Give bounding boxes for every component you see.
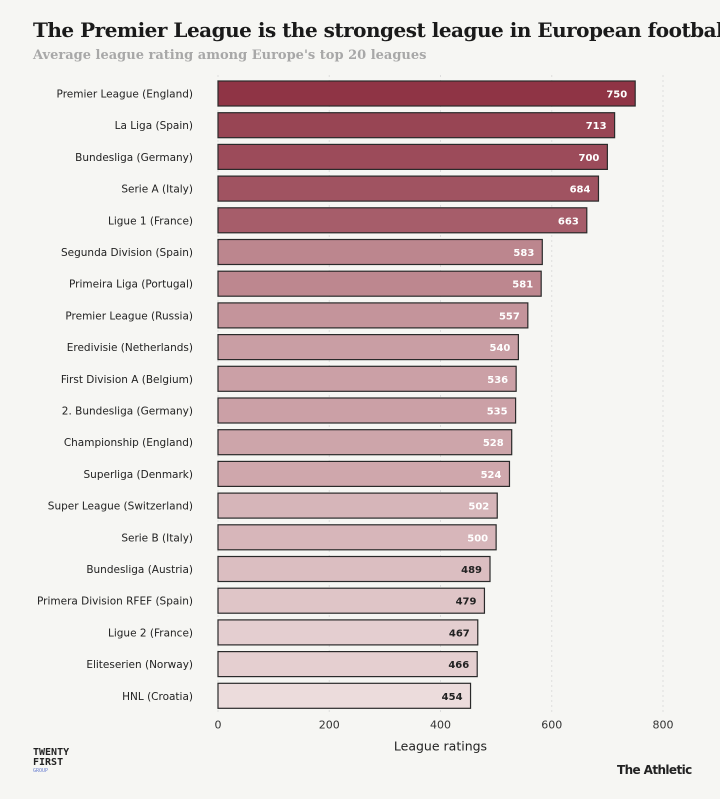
data-label: 557 <box>499 311 520 322</box>
data-label: 466 <box>448 660 469 671</box>
category-label: Segunda Division (Spain) <box>61 247 193 259</box>
category-label: Serie B (Italy) <box>121 532 193 544</box>
bar <box>217 619 479 646</box>
category-label: Primera Division RFEF (Spain) <box>37 596 193 608</box>
data-label: 684 <box>570 185 591 196</box>
bar <box>217 555 491 583</box>
category-label: Serie A (Italy) <box>121 184 193 196</box>
category-label: Eliteserien (Norway) <box>86 659 193 671</box>
bar <box>217 460 511 487</box>
the-athletic-logo: The Athletic <box>617 763 692 777</box>
data-label: 700 <box>579 153 600 164</box>
bar <box>217 143 608 170</box>
chart-title: The Premier League is the strongest leag… <box>33 18 720 42</box>
category-label: Bundesliga (Austria) <box>86 564 193 576</box>
category-label: HNL (Croatia) <box>122 691 193 703</box>
bar <box>217 207 588 234</box>
category-label: Premier League (Russia) <box>65 310 193 322</box>
twenty-first-group-logo: TWENTY FIRST GROUP <box>33 747 70 775</box>
bar <box>217 682 472 709</box>
category-label: Premier League (England) <box>57 89 193 101</box>
data-label: 500 <box>467 533 488 544</box>
bar <box>217 650 478 678</box>
x-tick-label: 800 <box>653 718 674 731</box>
bar <box>217 524 497 551</box>
data-label: 524 <box>481 470 502 481</box>
data-label: 502 <box>468 502 489 513</box>
data-label: 528 <box>483 438 504 449</box>
data-label: 479 <box>456 597 477 608</box>
bar <box>217 365 517 392</box>
data-label: 454 <box>442 692 463 703</box>
category-label: Primeira Liga (Portugal) <box>69 279 193 291</box>
category-label: Eredivisie (Netherlands) <box>67 342 193 354</box>
x-tick-label: 400 <box>430 718 451 731</box>
bar <box>217 587 486 614</box>
bar <box>217 492 498 519</box>
category-label: Ligue 1 (France) <box>108 215 193 227</box>
category-label: Bundesliga (Germany) <box>75 152 193 164</box>
data-label: 581 <box>512 280 533 291</box>
data-label: 713 <box>586 121 607 132</box>
x-tick-label: 600 <box>541 718 562 731</box>
bar <box>217 80 636 107</box>
bar <box>217 175 600 202</box>
x-tick-label: 0 <box>215 718 222 731</box>
data-label: 467 <box>449 628 470 639</box>
bar <box>217 334 519 361</box>
bar <box>217 429 513 456</box>
data-label: 536 <box>487 375 508 386</box>
category-label: 2. Bundesliga (Germany) <box>62 406 193 418</box>
bar <box>217 302 529 329</box>
bar <box>217 270 542 297</box>
bar <box>217 238 543 266</box>
category-label: First Division A (Belgium) <box>61 374 193 386</box>
bar <box>217 397 517 424</box>
data-label: 750 <box>606 90 627 101</box>
data-label: 535 <box>487 407 508 418</box>
x-axis-title: League ratings <box>394 738 487 753</box>
category-label: Championship (England) <box>64 437 193 449</box>
x-tick-label: 200 <box>319 718 340 731</box>
data-label: 540 <box>490 343 511 354</box>
category-label: La Liga (Spain) <box>115 120 193 132</box>
category-label: Superliga (Denmark) <box>84 469 194 481</box>
data-label: 583 <box>513 248 534 259</box>
category-label: Ligue 2 (France) <box>108 627 193 639</box>
chart-subtitle: Average league rating among Europe's top… <box>33 48 427 63</box>
category-label: Super League (Switzerland) <box>48 501 193 513</box>
bar <box>217 112 616 139</box>
data-label: 489 <box>461 565 482 576</box>
data-label: 663 <box>558 216 579 227</box>
